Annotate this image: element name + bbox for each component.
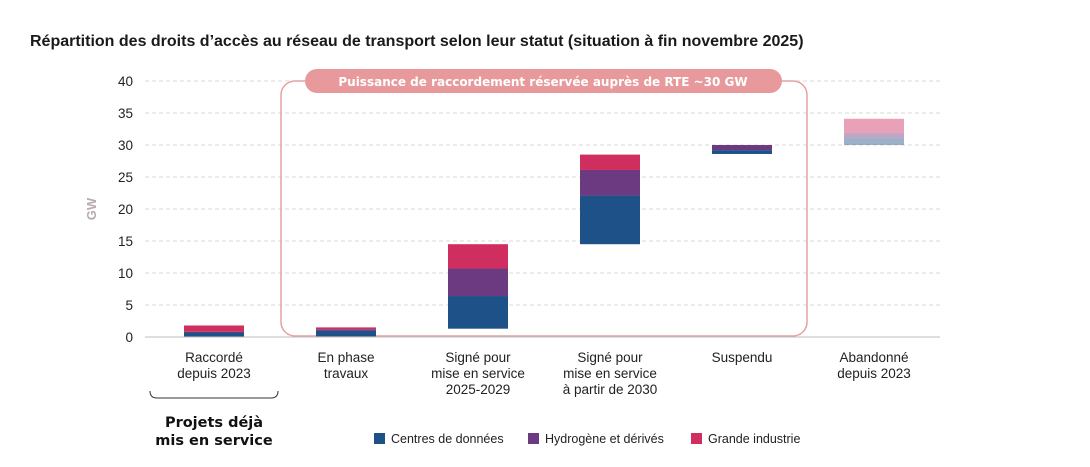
y-tick-label: 15	[118, 234, 133, 249]
bar-segment	[184, 332, 244, 337]
x-tick-label: Signé pour mise en service 2025-2029	[431, 350, 525, 397]
banner-text: Puissance de raccordement réservée auprè…	[338, 75, 747, 89]
bar-segment	[316, 330, 376, 337]
y-tick-label: 35	[118, 106, 133, 121]
bar-segment	[316, 327, 376, 330]
bars	[184, 118, 904, 337]
legend-swatch	[691, 433, 702, 444]
legend-swatch	[528, 433, 539, 444]
gridlines	[145, 80, 940, 306]
bar-segment	[448, 296, 508, 329]
bar-segment	[712, 150, 772, 154]
bar-segment	[184, 325, 244, 332]
x-tick-label: Abandonné depuis 2023	[837, 350, 911, 381]
reserved-capacity-bracket: Puissance de raccordement réservée auprè…	[280, 69, 808, 337]
group-brace	[149, 390, 279, 399]
bar-segment	[712, 145, 772, 151]
y-tick-label: 30	[118, 138, 133, 153]
y-tick-label: 25	[118, 170, 133, 185]
y-axis-label: GW	[84, 197, 99, 220]
bar-segment	[844, 138, 904, 145]
bar-segment	[844, 132, 904, 139]
x-tick-label: Signé pour mise en service à partir de 203…	[563, 350, 658, 397]
y-tick-label: 10	[118, 266, 133, 281]
bar-segment	[184, 331, 244, 333]
bar-segment	[448, 268, 508, 297]
bar-segment	[448, 244, 508, 269]
group-label: Projets déjà mis en service	[149, 390, 279, 449]
x-axis-labels: Raccordé depuis 2023 En phase travaux Signé …	[177, 350, 911, 397]
x-tick-label: En phase travaux	[317, 350, 374, 381]
x-tick-label: Suspendu	[712, 350, 773, 365]
chart-title: Répartition des droits d’accès au réseau…	[30, 33, 804, 50]
bar-segment	[580, 154, 640, 170]
legend-label: Centres de données	[391, 432, 504, 446]
bar-segment	[316, 329, 376, 331]
x-tick-label: Raccordé depuis 2023	[177, 350, 251, 381]
y-tick-label: 20	[118, 202, 133, 217]
bar-segment	[580, 195, 640, 245]
legend-swatch	[374, 433, 385, 444]
legend: Centres de données Hydrogène et dérivés Gr…	[374, 432, 800, 446]
legend-label: Grande industrie	[708, 432, 800, 446]
bar-segment	[580, 169, 640, 196]
y-axis-ticks: 0 5 10 15 20 25 30 35 40	[118, 74, 133, 345]
legend-label: Hydrogène et dérivés	[545, 432, 664, 446]
y-tick-label: 5	[125, 298, 133, 313]
y-tick-label: 0	[125, 330, 133, 345]
y-tick-label: 40	[118, 74, 133, 89]
bar-segment	[844, 118, 904, 133]
group-label-text: Projets déjà mis en service	[155, 415, 273, 449]
banner-pill	[305, 69, 782, 93]
